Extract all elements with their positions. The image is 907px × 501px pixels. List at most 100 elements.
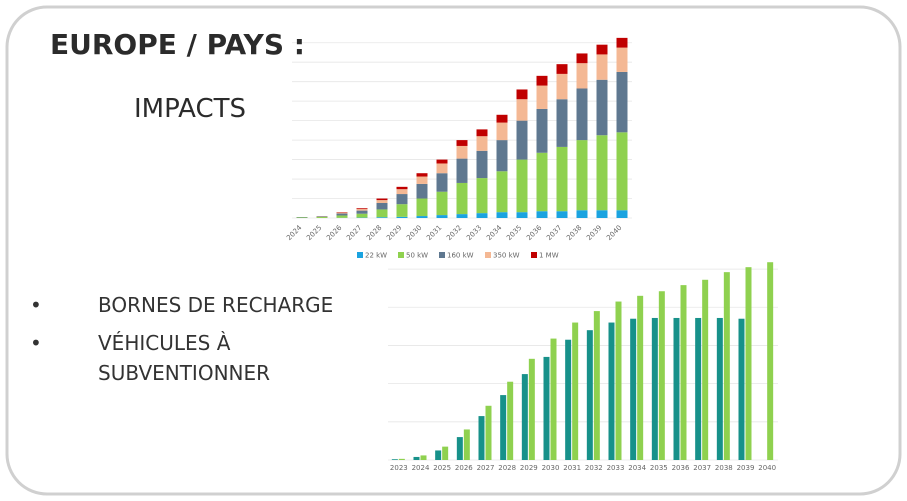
bar <box>586 330 593 460</box>
bar <box>723 272 730 460</box>
bar-segment <box>576 88 588 141</box>
frame <box>5 5 902 496</box>
bar <box>550 338 557 460</box>
bar-segment <box>376 203 388 210</box>
bar-segment <box>376 217 388 218</box>
bar <box>572 322 579 460</box>
bar-segment <box>316 216 328 218</box>
x-tick-label: 2030 <box>542 464 560 472</box>
bar-segment <box>476 136 488 151</box>
bar-segment <box>436 191 448 216</box>
bar <box>500 395 507 460</box>
bar <box>485 405 492 460</box>
bar-segment <box>376 209 388 218</box>
x-tick-label: 2023 <box>390 464 408 472</box>
x-tick-label: 2027 <box>477 464 495 472</box>
bar <box>420 455 427 460</box>
bar <box>695 317 702 460</box>
bar-segment <box>476 178 488 214</box>
bar-segment <box>496 212 508 218</box>
bar-segment <box>436 159 448 164</box>
x-tick-label: 2038 <box>715 464 733 472</box>
bar-segment <box>336 212 348 214</box>
bar <box>521 374 528 460</box>
bar-segment <box>536 152 548 212</box>
bar-segment <box>516 212 528 218</box>
bar-segment <box>556 99 568 147</box>
bar-segment <box>516 99 528 121</box>
bar-segment <box>536 85 548 109</box>
bar <box>391 459 398 460</box>
bar-segment <box>456 158 468 183</box>
bar-segment <box>436 163 448 174</box>
x-tick-label: 2026 <box>455 464 473 472</box>
bar-segment <box>476 150 488 179</box>
bullet: VÉHICULES À SUBVENTIONNER <box>30 328 360 388</box>
bar-segment <box>396 194 408 205</box>
bar-segment <box>336 213 348 216</box>
bar-segment <box>396 204 408 217</box>
bar <box>716 317 723 460</box>
bullet-list: BORNES DE RECHARGE VÉHICULES À SUBVENTIO… <box>30 290 360 396</box>
bar <box>593 311 600 460</box>
bar-segment <box>296 217 308 218</box>
bar-segment <box>416 216 428 218</box>
bar-segment <box>616 132 628 211</box>
bar-segment <box>476 129 488 137</box>
bar <box>651 317 658 460</box>
bar-segment <box>556 146 568 212</box>
bar-segment <box>356 210 368 214</box>
bar-segment <box>456 182 468 215</box>
bar-segment <box>396 189 408 195</box>
bar <box>673 317 680 460</box>
bar-segment <box>536 211 548 218</box>
legend-swatch <box>357 252 363 258</box>
bar-segment <box>416 183 428 199</box>
bar-segment <box>376 200 388 204</box>
bar-segment <box>596 54 608 80</box>
bar-segment <box>436 215 448 218</box>
bar-segment <box>456 145 468 159</box>
bar-segment <box>456 214 468 218</box>
bar-segment <box>376 198 388 201</box>
bar <box>456 437 463 460</box>
bar-segment <box>536 75 548 86</box>
bar-segment <box>496 122 508 141</box>
legend-label: 350 kW <box>493 252 520 260</box>
bar-segment <box>416 173 428 177</box>
bar-segment <box>476 213 488 218</box>
legend-label: 22 kW <box>365 252 387 260</box>
x-tick-label: 2034 <box>628 464 646 472</box>
bar-segment <box>356 208 368 210</box>
bar-segment <box>576 140 588 211</box>
bar-segment <box>596 210 608 218</box>
bar <box>435 450 442 460</box>
x-tick-label: 2025 <box>433 464 451 472</box>
x-tick-label: 2032 <box>585 464 603 472</box>
bar <box>565 339 572 460</box>
bar <box>398 458 405 460</box>
legend-swatch <box>398 252 404 258</box>
x-tick-label: 2033 <box>607 464 625 472</box>
bar-segment <box>416 198 428 217</box>
x-tick-label: 2024 <box>412 464 430 472</box>
bar-segment <box>616 71 628 133</box>
legend-swatch <box>531 252 537 258</box>
bar <box>745 267 752 460</box>
bar <box>637 295 644 460</box>
bar-segment <box>576 53 588 64</box>
bar-segment <box>516 120 528 160</box>
bar-segment <box>356 213 368 218</box>
x-tick-label: 2036 <box>672 464 690 472</box>
x-tick-label: 2031 <box>563 464 581 472</box>
x-tick-label: 2039 <box>737 464 755 472</box>
legend-swatch <box>439 252 445 258</box>
bar <box>615 301 622 460</box>
slide-title: EUROPE / PAYS : <box>50 28 305 61</box>
bar <box>413 456 420 460</box>
bar <box>478 416 485 460</box>
bar-segment <box>556 64 568 74</box>
x-tick-label: 2037 <box>693 464 711 472</box>
x-tick-label: 2040 <box>758 464 776 472</box>
